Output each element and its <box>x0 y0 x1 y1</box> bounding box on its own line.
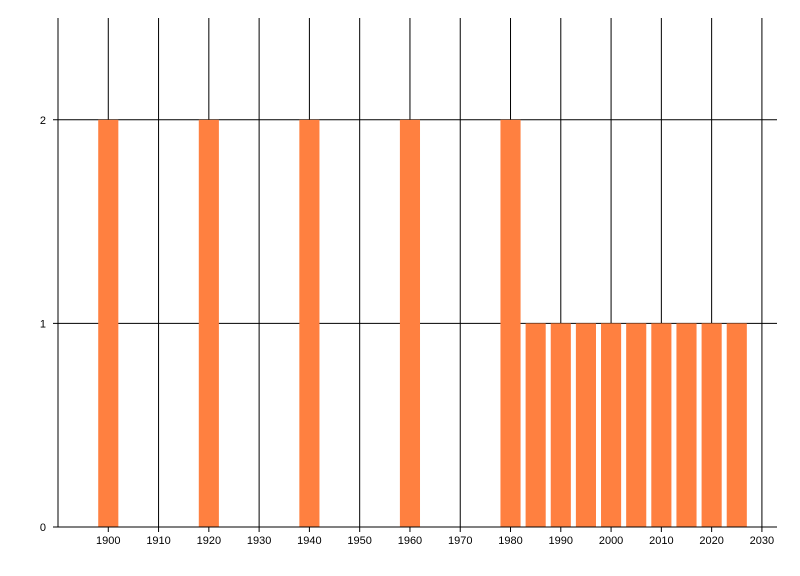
x-tick-label: 1990 <box>549 535 573 547</box>
bar-series <box>98 119 747 528</box>
x-tick-label: 1940 <box>297 535 321 547</box>
x-tick-label: 1960 <box>398 535 422 547</box>
bar <box>500 119 521 528</box>
y-axis-ticks: 0 1 2 <box>40 115 46 534</box>
x-tick-label: 1950 <box>347 535 371 547</box>
x-tick-label: 2000 <box>599 535 623 547</box>
bar <box>626 323 647 527</box>
x-tick-label: 2020 <box>699 535 723 547</box>
bar <box>525 323 546 527</box>
bar <box>399 119 421 528</box>
bar <box>701 323 722 527</box>
bar <box>676 323 697 527</box>
y-tick-label: 1 <box>40 318 46 330</box>
bar <box>198 119 219 528</box>
bar <box>651 323 672 527</box>
x-tick-label: 2010 <box>649 535 673 547</box>
bar <box>601 323 622 527</box>
x-tick-label: 1910 <box>146 535 170 547</box>
bar <box>98 119 119 528</box>
x-tick-label: 2030 <box>750 535 774 547</box>
bar <box>550 323 571 527</box>
bar <box>299 119 320 528</box>
x-tick-label: 1930 <box>247 535 271 547</box>
x-axis-ticks: 1900 1910 1920 1930 1940 1950 1960 1970 1980 1990… <box>96 527 774 547</box>
x-tick-label: 1900 <box>96 535 120 547</box>
x-tick-label: 1980 <box>498 535 522 547</box>
x-tick-label: 1920 <box>197 535 221 547</box>
y-tick-label: 2 <box>40 115 46 127</box>
bar <box>726 323 747 527</box>
bar <box>575 323 596 527</box>
x-tick-label: 1970 <box>448 535 472 547</box>
y-tick-label: 0 <box>40 522 46 534</box>
